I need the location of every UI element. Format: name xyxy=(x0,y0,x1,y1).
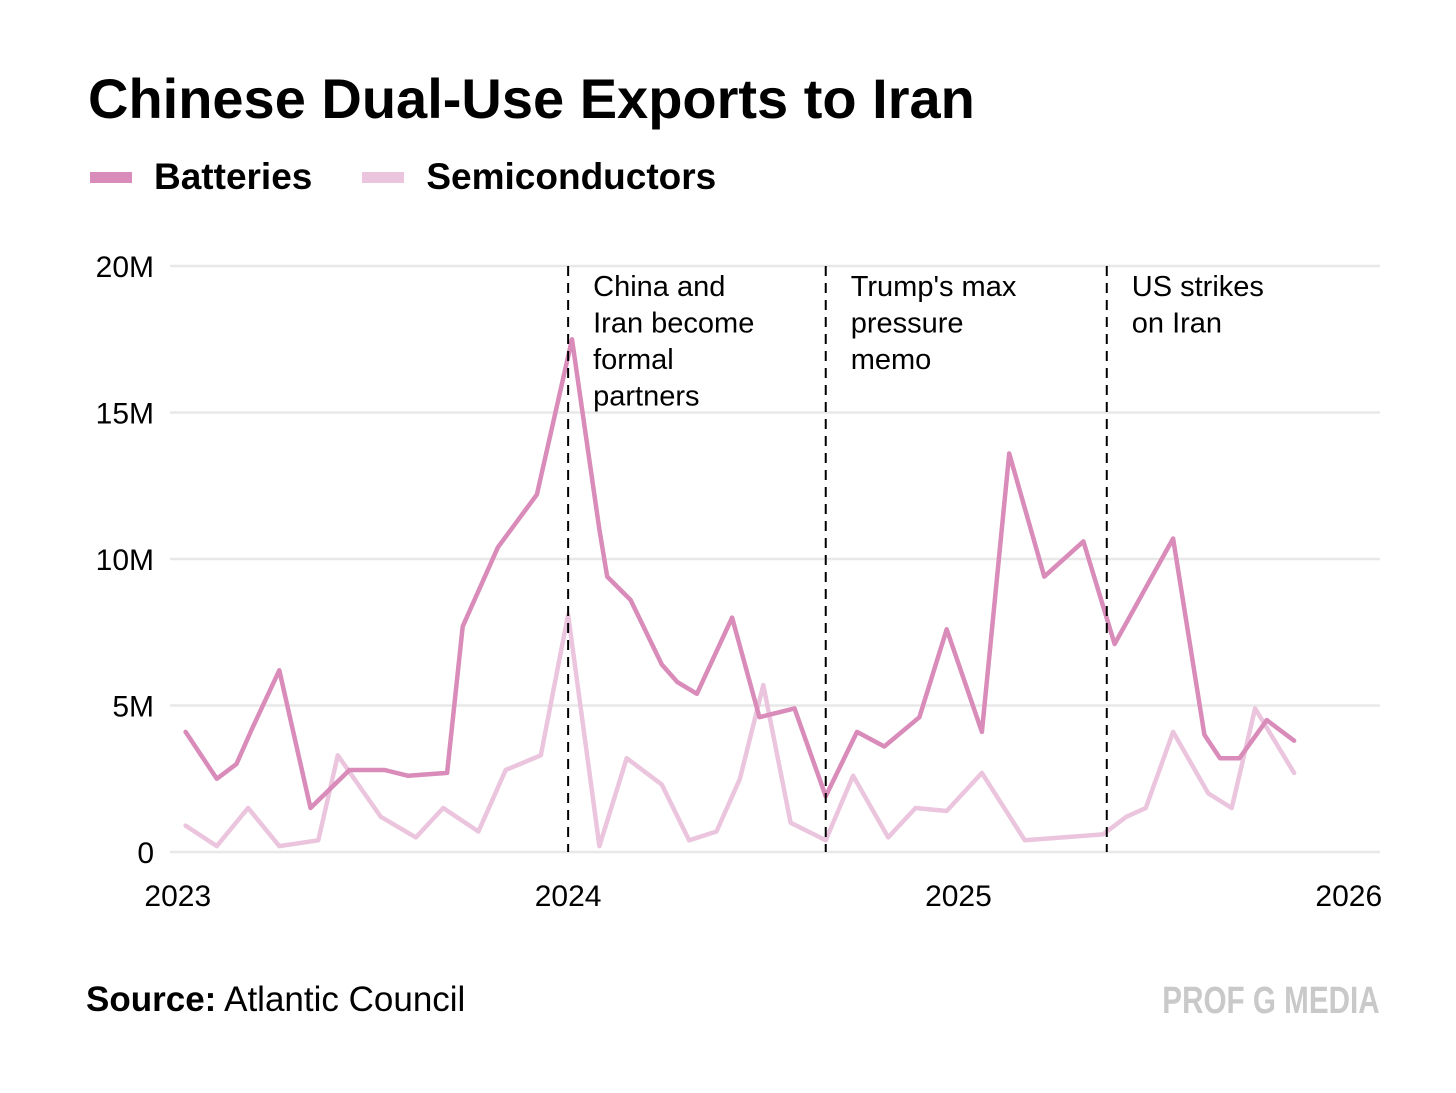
y-tick-label: 0 xyxy=(137,837,154,870)
chart-title: Chinese Dual-Use Exports to Iran xyxy=(88,67,975,130)
series-line-semiconductors xyxy=(183,612,1297,849)
legend-swatch-batteries xyxy=(90,171,132,183)
event-annotation-text: memo xyxy=(851,344,932,376)
legend-item-semiconductors[interactable]: Semiconductors xyxy=(362,156,716,198)
y-tick-label: 10M xyxy=(96,544,154,577)
series-line-batteries xyxy=(183,337,1297,811)
x-tick-label: 2025 xyxy=(925,880,992,913)
source-label: Source: xyxy=(86,980,217,1019)
event-annotation-text: partners xyxy=(593,381,699,413)
line-chart: 0 5M 10M 15M 20M 2023 2024 2025 2026 China and Ira… xyxy=(96,251,1383,913)
event-annotation-text: US strikes xyxy=(1132,271,1264,303)
source-value: Atlantic Council xyxy=(224,980,466,1019)
legend-item-batteries[interactable]: Batteries xyxy=(90,156,312,198)
event-annotation-text: pressure xyxy=(851,308,964,340)
source-note: Source: Atlantic Council xyxy=(86,980,465,1020)
event-annotation-text: formal xyxy=(593,344,674,376)
x-tick-label: 2026 xyxy=(1315,880,1382,913)
legend-label-semiconductors: Semiconductors xyxy=(426,156,717,197)
event-annotation-text: on Iran xyxy=(1132,308,1222,340)
x-tick-label: 2023 xyxy=(144,880,211,913)
legend-label-batteries: Batteries xyxy=(154,156,313,197)
brand-logo: PROF G MEDIA xyxy=(1162,980,1380,1022)
legend-swatch-semiconductors xyxy=(362,171,405,183)
event-annotation-text: Iran become xyxy=(593,308,754,340)
y-tick-label: 20M xyxy=(96,251,154,284)
y-tick-label: 5M xyxy=(112,691,154,724)
y-tick-label: 15M xyxy=(96,398,154,431)
legend: Batteries Semiconductors xyxy=(90,156,766,198)
x-tick-label: 2024 xyxy=(535,880,602,913)
event-annotation-text: China and xyxy=(593,271,725,303)
event-annotation-text: Trump's max xyxy=(851,271,1017,303)
